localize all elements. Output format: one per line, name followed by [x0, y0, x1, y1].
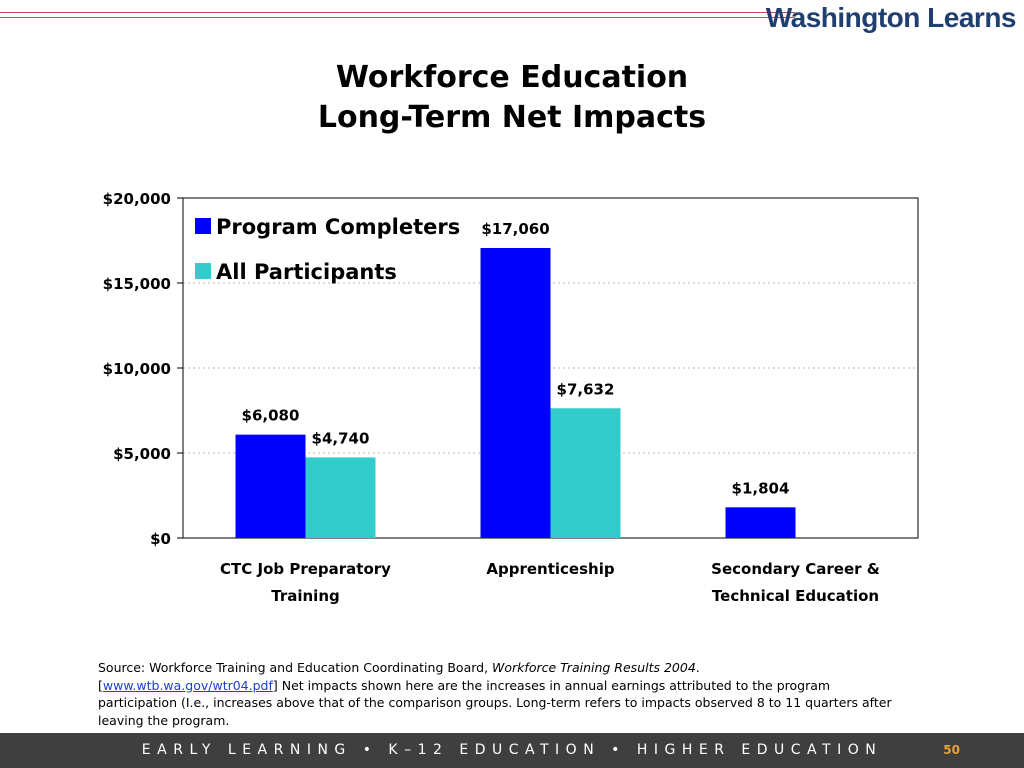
- title-line-1: Workforce Education: [335, 60, 689, 95]
- legend-swatch: [195, 218, 211, 234]
- page-title: Workforce Education Long-Term Net Impact…: [0, 58, 1024, 138]
- y-tick-label: $10,000: [103, 360, 171, 378]
- page-number: 50: [943, 743, 960, 757]
- x-tick-label: Secondary Career &: [711, 560, 880, 578]
- x-tick-label: Training: [271, 587, 339, 605]
- x-tick-label: CTC Job Preparatory: [220, 560, 391, 578]
- bar: [480, 247, 551, 538]
- source-publication: Workforce Training Results 2004: [492, 660, 696, 675]
- x-tick-label: Technical Education: [712, 587, 879, 605]
- data-label: $6,080: [242, 407, 300, 425]
- header-rule-top: [0, 12, 795, 13]
- source-prefix: Source: Workforce Training and Education…: [98, 660, 493, 675]
- data-label: $17,060: [481, 220, 549, 238]
- header-rule-bottom: [0, 17, 795, 18]
- data-label: $4,740: [312, 429, 370, 447]
- source-description: Net impacts shown here are the increases…: [98, 677, 892, 728]
- legend-label: Program Completers: [216, 215, 460, 239]
- source-link[interactable]: www.wtb.wa.gov/wtr04.pdf: [102, 677, 273, 693]
- data-label: $1,804: [732, 479, 790, 497]
- legend-swatch: [195, 263, 211, 279]
- bar: [550, 408, 621, 538]
- washington-learns-logo: Washington Learns: [765, 2, 1017, 33]
- y-tick-label: $0: [150, 530, 171, 548]
- footer-bar: EARLY LEARNING • K–12 EDUCATION • HIGHER…: [0, 733, 1024, 768]
- title-line-2: Long-Term Net Impacts: [317, 100, 707, 135]
- bar: [235, 434, 306, 538]
- source-period: .: [695, 660, 700, 675]
- source-note: Source: Workforce Training and Education…: [98, 660, 892, 728]
- bar-chart: $0 $5,000 $10,000 $15,000 $20,000 $6,080 $4,74…: [103, 190, 919, 605]
- bar: [305, 457, 376, 538]
- y-tick-label: $15,000: [103, 275, 171, 293]
- x-tick-label: Apprenticeship: [486, 560, 614, 578]
- bar: [725, 507, 796, 538]
- legend-label: All Participants: [216, 260, 397, 284]
- y-tick-label: $5,000: [113, 445, 171, 463]
- y-tick-label: $20,000: [103, 190, 171, 208]
- footer-tagline: EARLY LEARNING • K–12 EDUCATION • HIGHER…: [141, 742, 883, 758]
- data-label: $7,632: [557, 380, 615, 398]
